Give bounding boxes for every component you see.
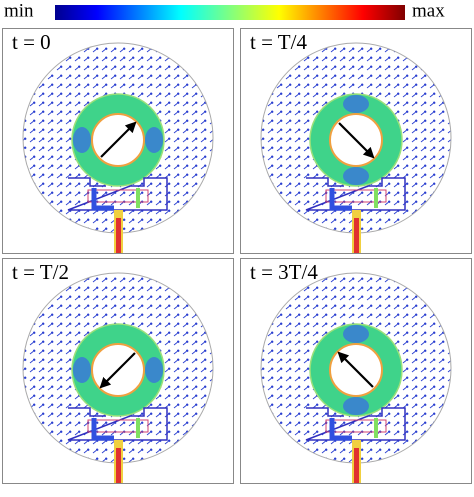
field-arrow [100,121,137,158]
ring-low [73,127,91,153]
feed-inner [325,189,387,203]
feed-line-core [354,218,359,253]
feed-outline [305,177,406,211]
ring-outer [309,323,403,417]
feed-line-core [116,448,121,483]
ring-low [343,167,369,185]
feed-strip [329,188,352,211]
ring-outer [71,93,165,187]
ring-low [145,127,163,153]
feed-outline [305,407,406,441]
feed-outline [67,407,168,441]
feed-outline [67,177,168,211]
feed-line-core [116,218,121,253]
panel-title: t = 3T/4 [250,260,318,284]
panel: t = 0 [2,28,234,254]
ring-outer [309,93,403,187]
panel-title: t = T/4 [250,30,307,54]
field-arrow [338,122,375,159]
feed-strip [91,418,114,441]
panel: t = T/2 [2,258,234,484]
panel-title: t = T/2 [12,260,69,284]
ring-low [343,325,369,343]
ring-low [73,357,91,383]
ring-low [343,95,369,113]
colorbar-min: min [4,0,34,21]
feed-inner [87,189,149,203]
colorbar-max: max [412,0,445,21]
panel: t = 3T/4 [240,258,472,484]
field-arrow [99,352,136,389]
panel-title: t = 0 [12,30,51,54]
feed-inner [325,419,387,433]
panel: t = T/4 [240,28,472,254]
panels: t = 0 t = T/4 t = T/2 t = 3T/4 [2,28,472,484]
colorbar [55,5,405,20]
feed-strip [91,188,114,211]
ring-outer [71,323,165,417]
feed-line-core [354,448,359,483]
ring-low [145,357,163,383]
ring-low [343,397,369,415]
feed-strip [329,418,352,441]
field-arrow [337,351,374,388]
feed-inner [87,419,149,433]
